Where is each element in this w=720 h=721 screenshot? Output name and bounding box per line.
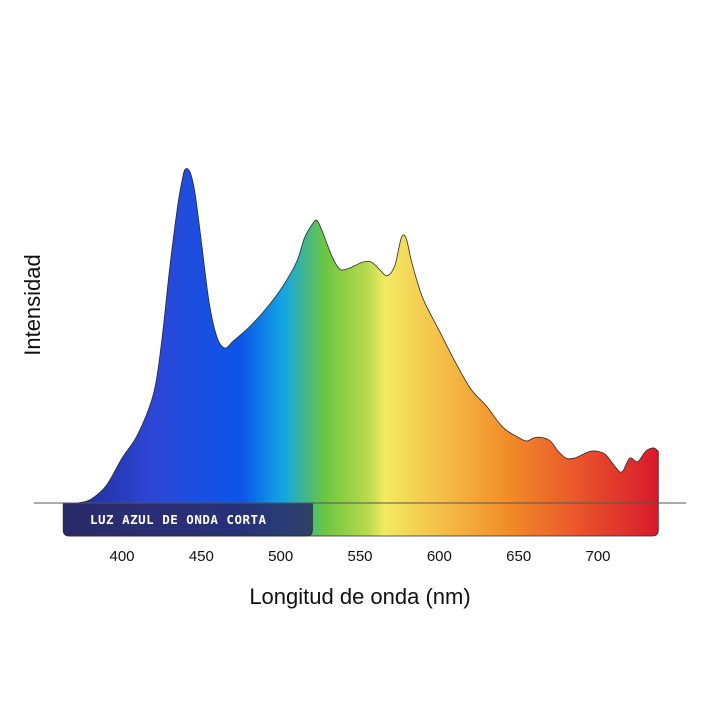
x-tick-label: 650 [506,548,531,565]
x-axis-title: Longitud de onda (nm) [249,584,470,609]
x-tick-label: 700 [585,548,610,565]
spectrum-area [62,168,659,537]
y-axis-title: Intensidad [20,254,45,356]
plot-area [62,168,659,537]
x-tick-label: 550 [347,548,372,565]
short-wave-blue-light-label: LUZ AZUL DE ONDA CORTA [90,512,267,527]
x-tick-label: 600 [427,548,452,565]
x-tick-label: 450 [189,548,214,565]
short-wave-blue-light-band-outline [62,503,313,537]
x-tick-labels: 400 450 500 550 600 650 700 [109,548,610,565]
x-tick-label: 500 [268,548,293,565]
x-tick-label: 400 [109,548,134,565]
